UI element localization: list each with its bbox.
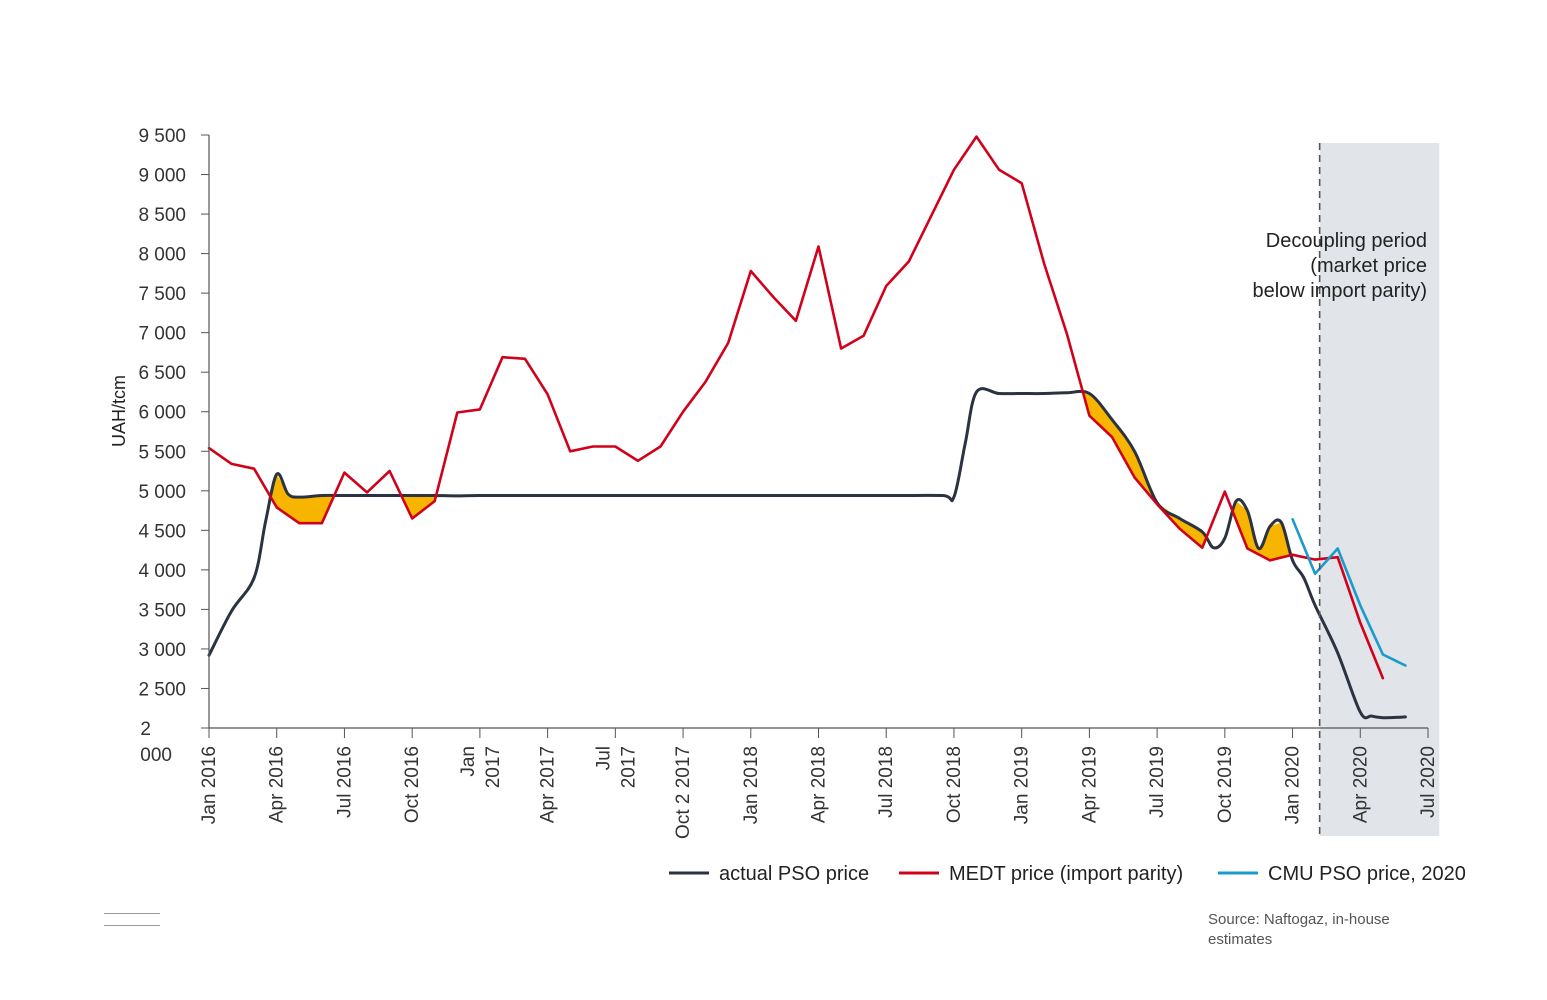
svg-text:Apr 2018: Apr 2018 — [809, 746, 830, 823]
y-tick-label: 7 500 — [138, 284, 186, 305]
svg-text:Jul 2019: Jul 2019 — [1147, 746, 1168, 818]
y-axis-label: UAH/tcm — [109, 375, 129, 447]
y-tick-label: 9 000 — [138, 166, 186, 187]
x-tick-label: Jul 2020 — [1418, 746, 1439, 818]
x-tick-label: Jan 2019 — [1012, 746, 1033, 824]
x-tick-label: Oct 2 2017 — [673, 746, 694, 839]
pso-above-parity-fill — [272, 474, 334, 524]
y-tick-label: 6 500 — [138, 363, 186, 384]
legend-label: actual PSO price — [719, 863, 869, 885]
svg-text:Oct 2016: Oct 2016 — [402, 746, 423, 823]
svg-text:Apr 2020: Apr 2020 — [1350, 746, 1371, 823]
cmu-pso-price-2020-line — [1291, 518, 1407, 667]
x-tick-label: Jul 2017 — [593, 746, 639, 788]
annotation-line: Decoupling period — [1266, 230, 1427, 252]
x-tick-label: Apr 2016 — [267, 746, 288, 823]
source-note: Source: Naftogaz, in-house estimates — [1208, 911, 1390, 948]
svg-text:Apr 2019: Apr 2019 — [1079, 746, 1100, 823]
svg-text:Jan 2016: Jan 2016 — [199, 746, 220, 824]
x-tick-label: Jan 2018 — [741, 746, 762, 824]
actual-pso-price-line — [207, 387, 1407, 720]
x-tick-label: Jul 2016 — [334, 746, 355, 818]
svg-text:Oct 2019: Oct 2019 — [1215, 746, 1236, 823]
annotation-line: (market price — [1310, 255, 1427, 277]
medt-price-import-parity-line — [207, 135, 1385, 680]
legend-label: CMU PSO price, 2020 — [1268, 863, 1466, 885]
svg-text:Jan 2020: Jan 2020 — [1283, 746, 1304, 824]
pso-above-parity-fill — [1233, 501, 1291, 561]
y-tick-label: 5 000 — [138, 482, 186, 503]
decoupling-shaded-region — [1319, 143, 1440, 836]
y-tick-label: 3 000 — [138, 640, 186, 661]
svg-text:Jul 2018: Jul 2018 — [876, 746, 897, 818]
svg-text:Apr 2017: Apr 2017 — [538, 746, 559, 823]
svg-text:Oct 2 2017: Oct 2 2017 — [673, 746, 694, 839]
x-tick-label: Jan 2016 — [199, 746, 220, 824]
pso-above-parity-fill — [1083, 393, 1206, 548]
y-tick-label: 2 000 — [140, 719, 172, 766]
x-tick-label: Apr 2018 — [809, 746, 830, 823]
y-tick-label: 3 500 — [138, 600, 186, 621]
x-tick-label: Oct 2019 — [1215, 746, 1236, 823]
legend: actual PSO price MEDT price (import parit… — [669, 863, 1466, 885]
x-tick-label: Jul 2018 — [876, 746, 897, 818]
svg-text:Jul 2016: Jul 2016 — [334, 746, 355, 818]
svg-text:Jan 2019: Jan 2019 — [1012, 746, 1033, 824]
svg-text:Jan 2018: Jan 2018 — [741, 746, 762, 824]
y-tick-label: 2 500 — [138, 679, 186, 700]
x-tick-label: Jan 2017 — [458, 746, 504, 788]
decoupling-annotation: Decoupling period (market price below impo… — [1252, 230, 1427, 302]
y-tick-label: 4 000 — [138, 561, 186, 582]
x-tick-label: Apr 2017 — [538, 746, 559, 823]
legend-label: MEDT price (import parity) — [949, 863, 1183, 885]
svg-text:Apr 2016: Apr 2016 — [267, 746, 288, 823]
x-tick-label: Jul 2019 — [1147, 746, 1168, 818]
annotation-line: below import parity) — [1252, 280, 1427, 302]
x-tick-label: Apr 2020 — [1350, 746, 1371, 823]
y-tick-label: 9 500 — [138, 126, 186, 147]
y-tick-label: 8 500 — [138, 205, 186, 226]
x-tick-label: Oct 2018 — [944, 746, 965, 823]
y-tick-label: 5 500 — [138, 442, 186, 463]
x-tick-label: Jan 2020 — [1283, 746, 1304, 824]
y-tick-label: 8 000 — [138, 245, 186, 266]
x-tick-label: Oct 2016 — [402, 746, 423, 823]
x-tick-label: Apr 2019 — [1079, 746, 1100, 823]
decorative-rule-top — [104, 913, 160, 914]
svg-text:Oct 2018: Oct 2018 — [944, 746, 965, 823]
decorative-rule-bottom — [104, 925, 160, 926]
y-tick-label: 7 000 — [138, 324, 186, 345]
y-tick-label: 4 500 — [138, 521, 186, 542]
y-tick-label: 6 000 — [138, 403, 186, 424]
svg-text:Jul 2020: Jul 2020 — [1418, 746, 1439, 818]
